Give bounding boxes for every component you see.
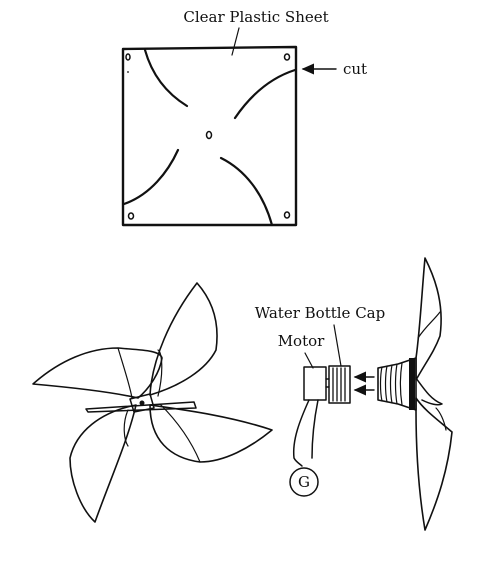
- corner-hole-top-left: [125, 53, 131, 61]
- sheet-dot: [127, 71, 129, 73]
- cut-label: cut: [343, 60, 367, 78]
- pinwheel-hub-pin: [139, 400, 145, 406]
- cut-line-bottom: [219, 156, 274, 227]
- pinwheel-strip: [85, 401, 197, 413]
- cap-leader-line: [333, 324, 342, 367]
- corner-hole-bottom-left: [127, 212, 135, 220]
- motor-wire-right: [311, 399, 319, 459]
- bottle-blade-mid: [415, 377, 443, 406]
- plastic-sheet-panel: Clear Plastic Sheet cut: [121, 8, 367, 227]
- center-hole: [205, 130, 213, 140]
- cut-line-top: [143, 48, 189, 108]
- motor-body: [303, 366, 327, 401]
- pinwheel-blade-bottom: [69, 404, 137, 523]
- blade-fold-right: [159, 403, 201, 463]
- bottle-cap-ridges: [332, 367, 346, 402]
- pinwheel-blade-left: [32, 347, 163, 399]
- blade-fold-left: [117, 347, 133, 399]
- bottle-blade-top: [415, 257, 442, 381]
- cut-line-right: [233, 68, 297, 120]
- bottle-blade-bottom: [415, 397, 453, 531]
- bottle-cap: [328, 365, 351, 404]
- motor-wire-left: [292, 399, 310, 467]
- generator-symbol: [289, 467, 319, 497]
- generator-label: G: [298, 473, 310, 491]
- pinwheel-blade-right: [149, 404, 273, 463]
- cut-line-left: [122, 148, 180, 206]
- blade-fold-bottom: [123, 409, 129, 447]
- corner-hole-top-right: [283, 53, 291, 61]
- pinwheel-blade-top: [149, 282, 218, 396]
- motor-leader-line: [304, 352, 314, 369]
- blade-fold-top: [157, 349, 163, 397]
- motor-label: Motor: [278, 332, 325, 350]
- bottle-blade-top-fold: [417, 311, 441, 339]
- bottle-neck-ring: [409, 358, 415, 410]
- bottle-neck-threads: [379, 362, 403, 406]
- cap-label: Water Bottle Cap: [255, 304, 385, 322]
- sheet-leader-line: [231, 27, 240, 56]
- plastic-sheet: [121, 45, 298, 227]
- pinwheel-assembled: [32, 282, 273, 523]
- sheet-label: Clear Plastic Sheet: [183, 8, 328, 26]
- pinwheel-hub: [129, 393, 155, 413]
- motor-assembly: Water Bottle Cap Motor G: [255, 257, 453, 531]
- corner-hole-bottom-right: [283, 211, 291, 219]
- bottle-blade-bottom-fold: [435, 407, 447, 431]
